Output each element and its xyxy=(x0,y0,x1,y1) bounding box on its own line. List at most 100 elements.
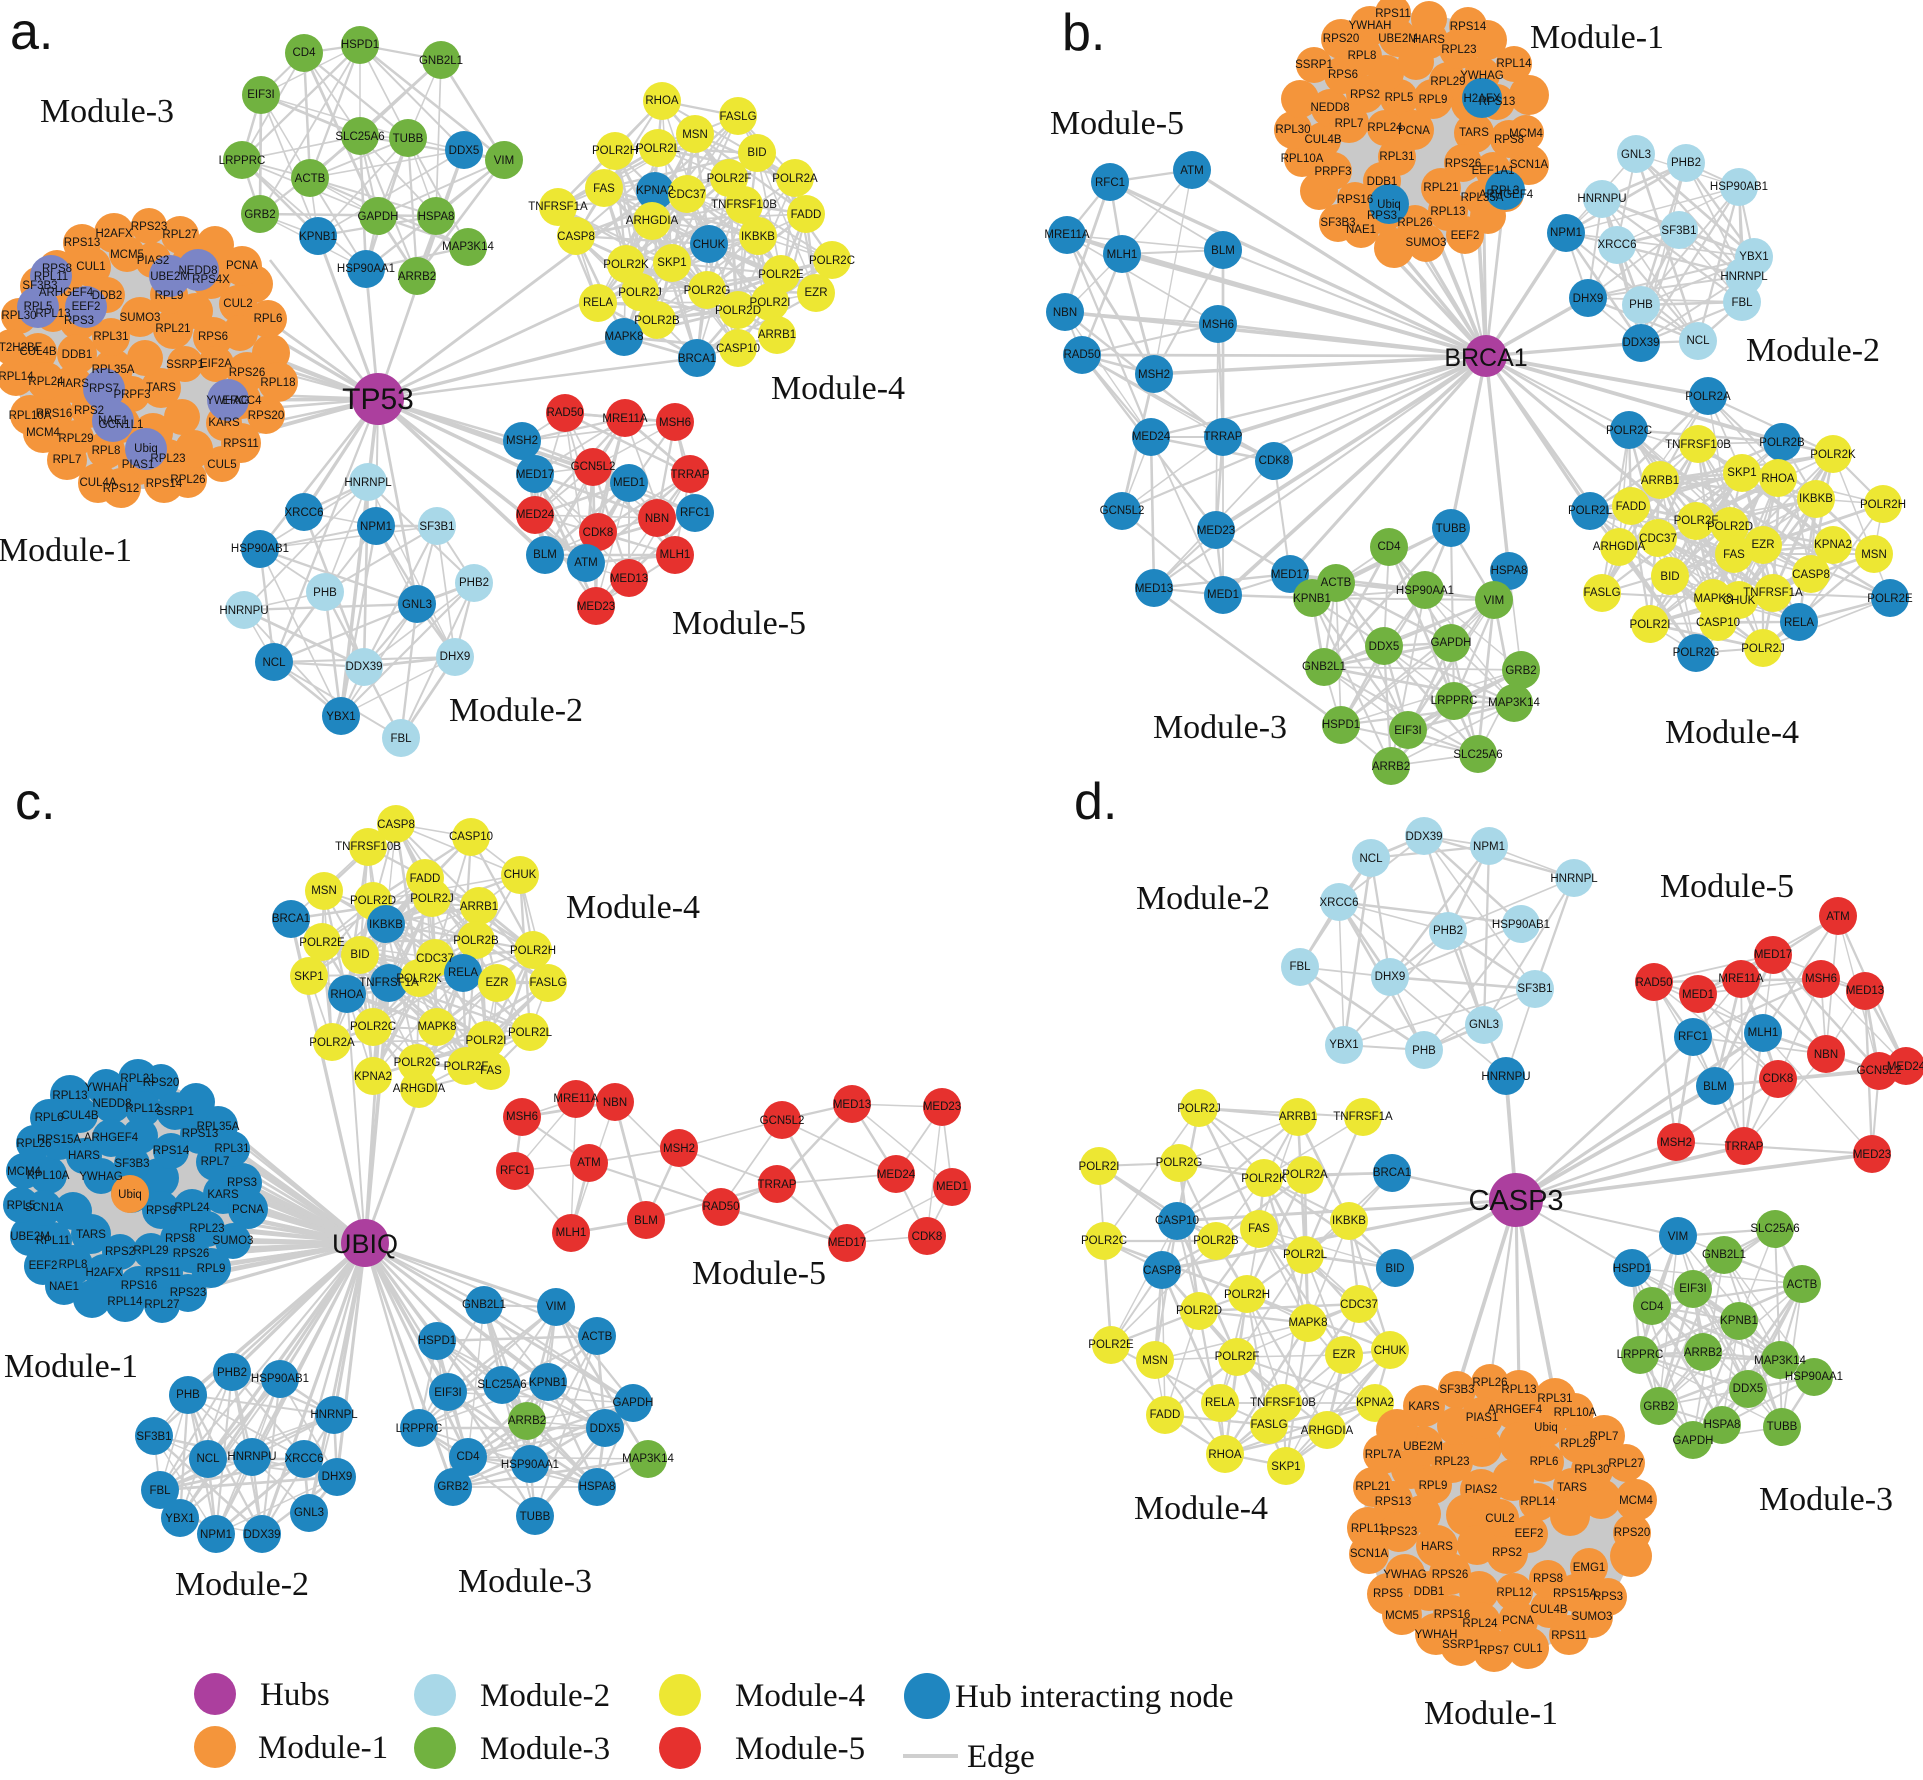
svg-text:NEDD8: NEDD8 xyxy=(93,1098,132,1110)
svg-text:RPS20: RPS20 xyxy=(143,1077,179,1089)
svg-text:RPS8: RPS8 xyxy=(165,1233,195,1245)
svg-text:CUL4B: CUL4B xyxy=(1304,134,1341,146)
svg-text:RPL11: RPL11 xyxy=(36,1235,70,1247)
svg-text:HSPD1: HSPD1 xyxy=(341,39,379,51)
svg-text:RFC1: RFC1 xyxy=(500,1165,530,1177)
svg-text:RPL24: RPL24 xyxy=(1462,1618,1498,1630)
svg-text:PHB: PHB xyxy=(1412,1045,1436,1057)
svg-text:HSP90AB1: HSP90AB1 xyxy=(251,1373,309,1385)
svg-text:HNRNPL: HNRNPL xyxy=(344,477,392,489)
svg-text:RPL11: RPL11 xyxy=(1351,1523,1385,1535)
svg-text:POLR2K: POLR2K xyxy=(1810,449,1856,461)
svg-text:a.: a. xyxy=(10,3,53,61)
svg-text:RPL30: RPL30 xyxy=(1,310,36,322)
svg-text:UBE2M: UBE2M xyxy=(1403,1441,1443,1453)
svg-text:MED1: MED1 xyxy=(1682,989,1714,1001)
svg-text:GNL3: GNL3 xyxy=(294,1507,324,1519)
svg-text:DDB1: DDB1 xyxy=(62,349,93,361)
svg-text:MCM4: MCM4 xyxy=(26,427,60,439)
svg-text:GNL3: GNL3 xyxy=(1621,149,1651,161)
svg-text:RPL14: RPL14 xyxy=(1496,58,1532,70)
svg-text:NBN: NBN xyxy=(1814,1049,1838,1061)
svg-text:RPS15A: RPS15A xyxy=(37,1134,81,1146)
svg-text:SSRP1: SSRP1 xyxy=(1295,59,1333,71)
svg-text:RPL23: RPL23 xyxy=(1441,44,1476,56)
svg-text:HNRNPU: HNRNPU xyxy=(219,605,268,617)
svg-text:RPL10A: RPL10A xyxy=(1281,153,1324,165)
svg-text:ARHGEF4: ARHGEF4 xyxy=(1488,1404,1543,1416)
svg-text:SUMO3: SUMO3 xyxy=(120,312,161,324)
svg-text:SCN1A: SCN1A xyxy=(25,1202,64,1214)
svg-text:GCN5L2: GCN5L2 xyxy=(1100,505,1145,517)
svg-text:POLR2G: POLR2G xyxy=(684,285,731,297)
svg-text:MED24: MED24 xyxy=(1132,431,1171,443)
svg-text:POLR2A: POLR2A xyxy=(1685,391,1731,403)
svg-text:CHUK: CHUK xyxy=(1723,595,1756,607)
svg-text:EZR: EZR xyxy=(805,287,828,299)
svg-text:PCNA: PCNA xyxy=(1398,125,1430,137)
svg-text:FADD: FADD xyxy=(1616,501,1647,513)
svg-text:HIST2H2BE: HIST2H2BE xyxy=(0,342,43,354)
svg-text:HSPA8: HSPA8 xyxy=(418,211,455,223)
svg-text:CDC37: CDC37 xyxy=(416,953,454,965)
svg-text:RPL8: RPL8 xyxy=(92,445,121,457)
svg-text:YBX1: YBX1 xyxy=(326,711,355,723)
svg-text:RPL5: RPL5 xyxy=(1385,92,1414,104)
svg-text:CD4: CD4 xyxy=(456,1451,480,1463)
svg-text:RPL13: RPL13 xyxy=(1501,1384,1536,1396)
svg-text:RPL21: RPL21 xyxy=(1423,182,1458,194)
svg-text:Edge: Edge xyxy=(967,1739,1035,1775)
svg-text:RPL9: RPL9 xyxy=(1419,1480,1448,1492)
svg-text:FBL: FBL xyxy=(1289,961,1311,973)
svg-text:POLR2F: POLR2F xyxy=(1215,1351,1260,1363)
svg-text:RFC1: RFC1 xyxy=(1095,177,1125,189)
svg-text:NBN: NBN xyxy=(603,1097,627,1109)
svg-text:CDK8: CDK8 xyxy=(1763,1073,1794,1085)
svg-text:POLR2I: POLR2I xyxy=(466,1035,507,1047)
svg-text:ATM: ATM xyxy=(1826,911,1849,923)
svg-text:Module-5: Module-5 xyxy=(1050,105,1184,142)
svg-text:KARS: KARS xyxy=(208,417,240,429)
svg-text:PIAS1: PIAS1 xyxy=(1466,1412,1499,1424)
svg-text:POLR2D: POLR2D xyxy=(1176,1305,1222,1317)
svg-text:RPL23: RPL23 xyxy=(150,453,185,465)
svg-text:ARHGDIA: ARHGDIA xyxy=(393,1083,446,1095)
svg-text:MCM5: MCM5 xyxy=(1385,1610,1419,1622)
svg-text:HARS: HARS xyxy=(1421,1541,1453,1553)
svg-text:ARHGEF4: ARHGEF4 xyxy=(39,287,94,299)
svg-text:PHB2: PHB2 xyxy=(459,577,489,589)
svg-text:BID: BID xyxy=(1385,1263,1404,1275)
svg-text:LRPPRC: LRPPRC xyxy=(1617,1349,1664,1361)
svg-text:RPS11: RPS11 xyxy=(223,438,259,450)
svg-text:YBX1: YBX1 xyxy=(1329,1039,1358,1051)
svg-text:RPL27: RPL27 xyxy=(1608,1458,1643,1470)
svg-text:SF3B1: SF3B1 xyxy=(1661,225,1696,237)
svg-text:KARS: KARS xyxy=(207,1189,239,1201)
svg-text:TNFRSF10B: TNFRSF10B xyxy=(1665,439,1731,451)
svg-text:KPNB1: KPNB1 xyxy=(529,1377,567,1389)
svg-text:POLR2L: POLR2L xyxy=(1568,505,1613,517)
svg-text:ATM: ATM xyxy=(574,557,597,569)
svg-text:TP53: TP53 xyxy=(342,383,414,416)
svg-text:DDX5: DDX5 xyxy=(449,145,480,157)
svg-text:POLR2D: POLR2D xyxy=(350,895,396,907)
svg-text:EZR: EZR xyxy=(486,977,509,989)
svg-text:RPS13: RPS13 xyxy=(182,1128,218,1140)
svg-text:SF3B3: SF3B3 xyxy=(1320,217,1355,229)
svg-text:POLR2L: POLR2L xyxy=(636,143,681,155)
svg-text:MSH2: MSH2 xyxy=(1138,369,1170,381)
svg-text:CHUK: CHUK xyxy=(504,869,537,881)
svg-text:HSP90AA1: HSP90AA1 xyxy=(501,1459,559,1471)
svg-text:ARHGEF4: ARHGEF4 xyxy=(84,1132,139,1144)
svg-text:RPS13: RPS13 xyxy=(64,237,100,249)
svg-text:POLR2H: POLR2H xyxy=(510,945,556,957)
svg-text:CUL2: CUL2 xyxy=(1485,1513,1514,1525)
svg-text:POLR2E: POLR2E xyxy=(299,937,345,949)
svg-text:POLR2A: POLR2A xyxy=(1282,1169,1328,1181)
svg-text:BLM: BLM xyxy=(533,549,557,561)
svg-text:GRB2: GRB2 xyxy=(1643,1401,1674,1413)
svg-text:TARS: TARS xyxy=(1459,127,1489,139)
svg-text:RPS16: RPS16 xyxy=(121,1280,157,1292)
svg-text:HARS: HARS xyxy=(1413,34,1445,46)
svg-text:RPS16: RPS16 xyxy=(1337,194,1373,206)
